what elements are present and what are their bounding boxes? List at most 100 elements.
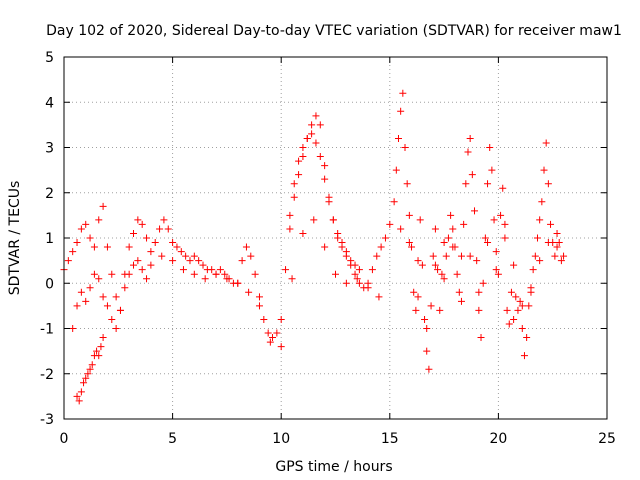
data-point xyxy=(427,302,435,310)
data-point xyxy=(223,275,231,283)
data-point xyxy=(143,275,151,283)
data-point xyxy=(116,306,124,314)
x-tick-label: 10 xyxy=(272,431,290,447)
data-point xyxy=(130,229,138,237)
data-point xyxy=(82,297,90,305)
data-point xyxy=(525,302,533,310)
data-point xyxy=(177,248,185,256)
data-point xyxy=(295,171,303,179)
data-point xyxy=(399,89,407,97)
data-point xyxy=(80,379,88,387)
data-point xyxy=(190,252,198,260)
data-point xyxy=(536,216,544,224)
data-point xyxy=(429,252,437,260)
data-point xyxy=(431,261,439,269)
y-tick-label: 5 xyxy=(45,50,54,66)
y-axis-label: SDTVAR / TECUs xyxy=(7,181,23,296)
data-point xyxy=(553,243,561,251)
data-point xyxy=(414,257,422,265)
data-point xyxy=(507,288,515,296)
data-point xyxy=(497,211,505,219)
data-point xyxy=(266,338,274,346)
data-point xyxy=(501,220,509,228)
data-point xyxy=(321,162,329,170)
data-point xyxy=(247,252,255,260)
y-tick-label: -3 xyxy=(40,412,54,428)
data-point xyxy=(97,343,105,351)
data-point xyxy=(138,266,146,274)
data-point xyxy=(347,257,355,265)
data-point xyxy=(381,234,389,242)
data-point xyxy=(290,180,298,188)
data-point xyxy=(95,275,103,283)
data-point xyxy=(338,239,346,247)
data-point xyxy=(547,220,555,228)
data-point xyxy=(255,302,263,310)
x-tick-label: 15 xyxy=(381,431,399,447)
data-point xyxy=(397,225,405,233)
data-point xyxy=(69,248,77,256)
data-point xyxy=(86,234,94,242)
data-point xyxy=(242,243,250,251)
data-point xyxy=(103,243,111,251)
data-point xyxy=(436,306,444,314)
data-point xyxy=(99,202,107,210)
data-point xyxy=(182,252,190,260)
data-point xyxy=(186,257,194,265)
data-point xyxy=(440,239,448,247)
data-point xyxy=(299,229,307,237)
data-point xyxy=(475,306,483,314)
ticks: 0 5 10 15 20 25 -3 -2 -1 0 1 2 3 4 5 xyxy=(40,50,616,447)
data-point xyxy=(364,284,372,292)
data-point xyxy=(516,297,524,305)
data-point xyxy=(342,279,350,287)
data-point xyxy=(531,252,539,260)
data-point xyxy=(321,243,329,251)
data-point xyxy=(353,275,361,283)
data-point xyxy=(373,252,381,260)
data-point xyxy=(290,193,298,201)
data-point xyxy=(449,225,457,233)
data-point xyxy=(134,216,142,224)
data-point xyxy=(99,293,107,301)
data-point xyxy=(73,392,81,400)
data-point xyxy=(288,275,296,283)
data-point xyxy=(418,261,426,269)
data-point xyxy=(492,266,500,274)
data-point xyxy=(125,270,133,278)
data-point xyxy=(523,334,531,342)
series-low-excursion xyxy=(73,334,107,405)
data-point xyxy=(475,288,483,296)
x-tick-label: 0 xyxy=(60,431,69,447)
data-point xyxy=(93,347,101,355)
data-point xyxy=(332,270,339,278)
data-point xyxy=(447,211,455,219)
data-point xyxy=(108,315,116,323)
data-point xyxy=(471,207,479,215)
data-point xyxy=(334,229,342,237)
data-point xyxy=(520,352,528,360)
data-point xyxy=(199,261,207,269)
data-points xyxy=(60,89,568,405)
data-point xyxy=(310,216,318,224)
data-point xyxy=(308,130,316,138)
data-point xyxy=(386,220,394,228)
data-point xyxy=(421,315,429,323)
data-point xyxy=(425,365,433,373)
data-point xyxy=(375,293,383,301)
data-point xyxy=(412,306,420,314)
data-point xyxy=(245,288,253,296)
y-tick-label: 1 xyxy=(45,231,54,247)
data-point xyxy=(299,153,307,161)
data-point xyxy=(99,334,107,342)
data-point xyxy=(86,365,94,373)
data-point xyxy=(295,157,303,165)
data-point xyxy=(527,288,535,296)
data-point xyxy=(260,315,268,323)
data-point xyxy=(544,239,552,247)
grid xyxy=(64,57,607,419)
data-point xyxy=(479,279,487,287)
data-point xyxy=(536,257,544,265)
data-point xyxy=(512,293,520,301)
data-point xyxy=(484,239,492,247)
